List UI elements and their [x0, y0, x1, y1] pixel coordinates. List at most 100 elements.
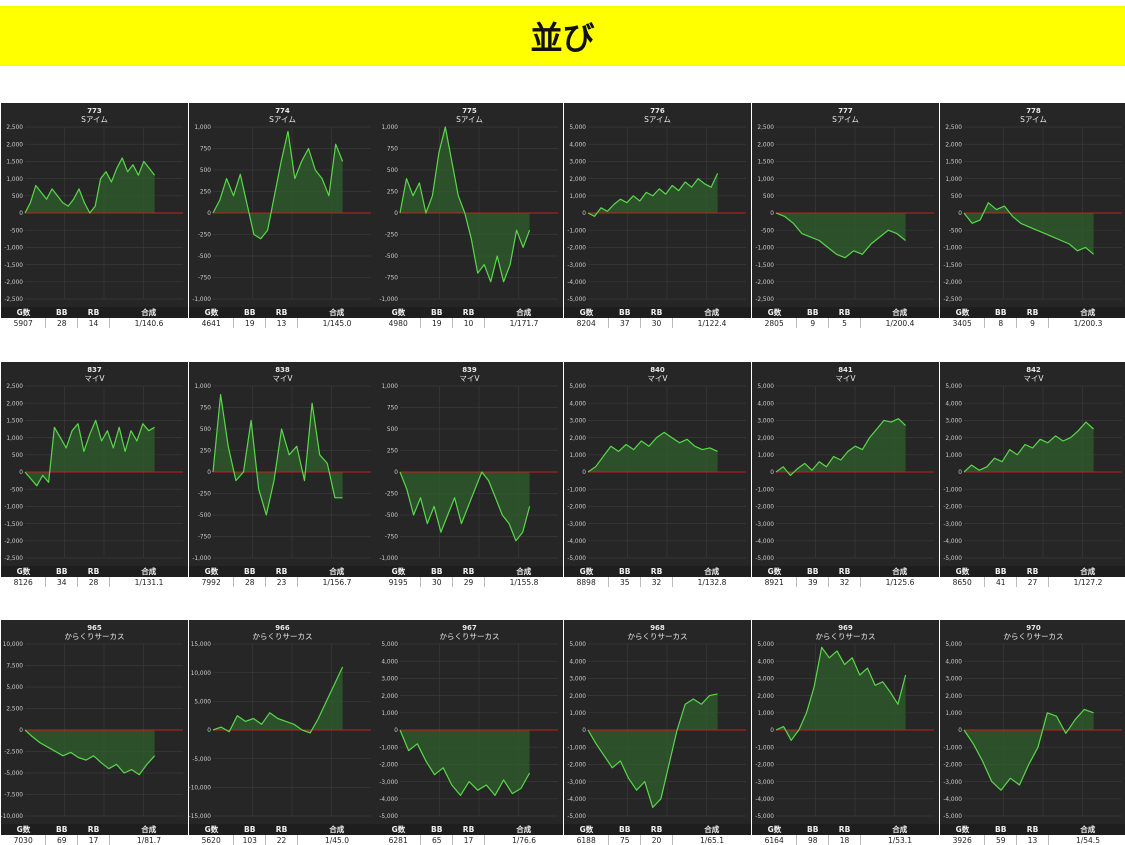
machine-chart-967: 967 からくりサーカス 5,000 4,000 3,000 2,000 1,000 0 -1,… — [376, 620, 563, 845]
stat-value-bb: 59 — [984, 835, 1018, 845]
y-tick-label: -5,000 — [943, 556, 962, 562]
machine-chart-775: 775 Sアイム 1,000 750 500 250 0 -250 -500 -750 -1,000… — [376, 103, 563, 328]
stat-header-bb: BB — [984, 307, 1017, 318]
y-tick-label: 250 — [200, 190, 211, 196]
y-tick-label: 0 — [958, 470, 962, 476]
series-area — [588, 432, 718, 472]
chart-title: 776 — [650, 107, 665, 115]
series-line — [775, 646, 907, 741]
machine-chart-837: 837 マイV 2,500 2,000 1,500 1,000 500 0 -500 -1,000… — [1, 362, 188, 587]
chart-subtitle: からくりサーカス — [253, 632, 313, 641]
stat-header-bb: BB — [420, 824, 453, 835]
stat-value-bb: 103 — [233, 835, 267, 845]
stat-header-rb: RB — [265, 307, 298, 318]
y-tick-label: 0 — [582, 728, 586, 734]
y-tick-label: 5,000 — [569, 642, 586, 648]
stat-header-rb: RB — [265, 824, 298, 835]
stat-header-ratio: 合成 — [484, 824, 563, 835]
stat-value-rb: 32 — [828, 577, 861, 587]
stat-header-games: G数 — [1, 307, 46, 318]
series-line — [587, 173, 719, 217]
stat-value-ratio: 1/65.1 — [672, 835, 751, 845]
y-tick-label: 1,000 — [945, 453, 962, 459]
stat-header-games: G数 — [376, 307, 421, 318]
stats-table: G数 BB RB 合成 8126 34 28 1/131.1 — [1, 566, 188, 587]
stats-table: G数 BB RB 合成 8650 41 27 1/127.2 — [940, 566, 1125, 587]
stats-table: G数 BB RB 合成 3405 8 9 1/200.3 — [940, 307, 1125, 328]
y-tick-label: -1,000 — [4, 505, 23, 511]
y-tick-label: -4,000 — [943, 797, 962, 803]
chart-subtitle: からくりサーカス — [1004, 632, 1064, 641]
y-tick-label: 1,000 — [381, 711, 398, 717]
y-tick-label: -1,000 — [755, 745, 774, 751]
y-tick-label: 3,000 — [569, 419, 586, 425]
y-tick-label: -500 — [385, 513, 398, 519]
stat-value-rb: 32 — [640, 577, 673, 587]
y-tick-label: -3,000 — [943, 780, 962, 786]
stat-value-ratio: 1/54.5 — [1048, 835, 1125, 845]
stat-header-ratio: 合成 — [109, 307, 188, 318]
y-tick-label: 250 — [200, 449, 211, 455]
y-tick-label: -1,000 — [943, 246, 962, 252]
series-area — [400, 730, 530, 796]
stat-value-ratio: 1/81.7 — [109, 835, 188, 845]
chart-title: 970 — [1026, 624, 1041, 632]
page-title: 並び — [530, 19, 595, 57]
machine-chart-774: 774 Sアイム 1,000 750 500 250 0 -250 -500 -750 -1,000… — [189, 103, 376, 328]
chart-title: 967 — [462, 624, 477, 632]
y-tick-label: -5,000 — [567, 814, 586, 820]
series-area — [964, 202, 1094, 255]
stat-header-games: G数 — [189, 307, 234, 318]
stat-header-games: G数 — [376, 824, 421, 835]
y-tick-label: -2,000 — [4, 280, 23, 286]
y-tick-label: -2,500 — [943, 297, 962, 303]
y-tick-label: -5,000 — [379, 814, 398, 820]
series-line — [399, 729, 531, 796]
stat-header-games: G数 — [940, 824, 985, 835]
y-tick-label: -2,000 — [379, 763, 398, 769]
y-tick-label: 4,000 — [569, 401, 586, 407]
y-tick-label: -1,000 — [755, 487, 774, 493]
stat-header-bb: BB — [45, 307, 78, 318]
y-tick-label: 0 — [770, 470, 774, 476]
machine-chart-778: 778 Sアイム 2,500 2,000 1,500 1,000 500 0 -500 -1,00… — [940, 103, 1125, 328]
y-tick-label: -2,000 — [567, 763, 586, 769]
stat-value-bb: 28 — [233, 577, 267, 587]
y-tick-label: -4,000 — [379, 797, 398, 803]
y-tick-label: 750 — [387, 406, 398, 412]
y-tick-label: 1,500 — [6, 419, 23, 425]
stat-value-bb: 39 — [796, 577, 830, 587]
y-tick-label: -750 — [385, 535, 398, 541]
y-tick-label: 2,000 — [757, 694, 774, 700]
y-tick-label: 500 — [387, 427, 398, 433]
stat-header-games: G数 — [189, 566, 234, 577]
stat-header-games: G数 — [752, 824, 797, 835]
stat-header-games: G数 — [1, 566, 46, 577]
y-tick-label: -500 — [949, 228, 962, 234]
stat-value-ratio: 1/155.8 — [484, 577, 563, 587]
stat-value-games: 4641 — [189, 318, 235, 328]
stat-header-ratio: 合成 — [297, 824, 376, 835]
stat-value-games: 7992 — [189, 577, 235, 587]
y-tick-label: 1,000 — [6, 436, 23, 442]
y-tick-label: -2,000 — [755, 505, 774, 511]
stat-value-bb: 35 — [608, 577, 642, 587]
stat-value-games: 5620 — [189, 835, 235, 845]
stat-header-bb: BB — [45, 824, 78, 835]
y-tick-label: 5,000 — [757, 384, 774, 390]
y-tick-label: 750 — [387, 147, 398, 153]
stat-value-bb: 19 — [420, 318, 454, 328]
y-tick-label: 3,000 — [945, 677, 962, 683]
chart-title: 965 — [87, 624, 102, 632]
stat-header-rb: RB — [828, 566, 861, 577]
stat-header-ratio: 合成 — [860, 566, 939, 577]
stat-header-bb: BB — [984, 824, 1017, 835]
chart-subtitle: Sアイム — [456, 115, 483, 124]
y-tick-label: -2,000 — [4, 539, 23, 545]
y-tick-label: 3,000 — [381, 677, 398, 683]
y-tick-label: 0 — [770, 211, 774, 217]
stat-value-ratio: 1/76.6 — [484, 835, 563, 845]
